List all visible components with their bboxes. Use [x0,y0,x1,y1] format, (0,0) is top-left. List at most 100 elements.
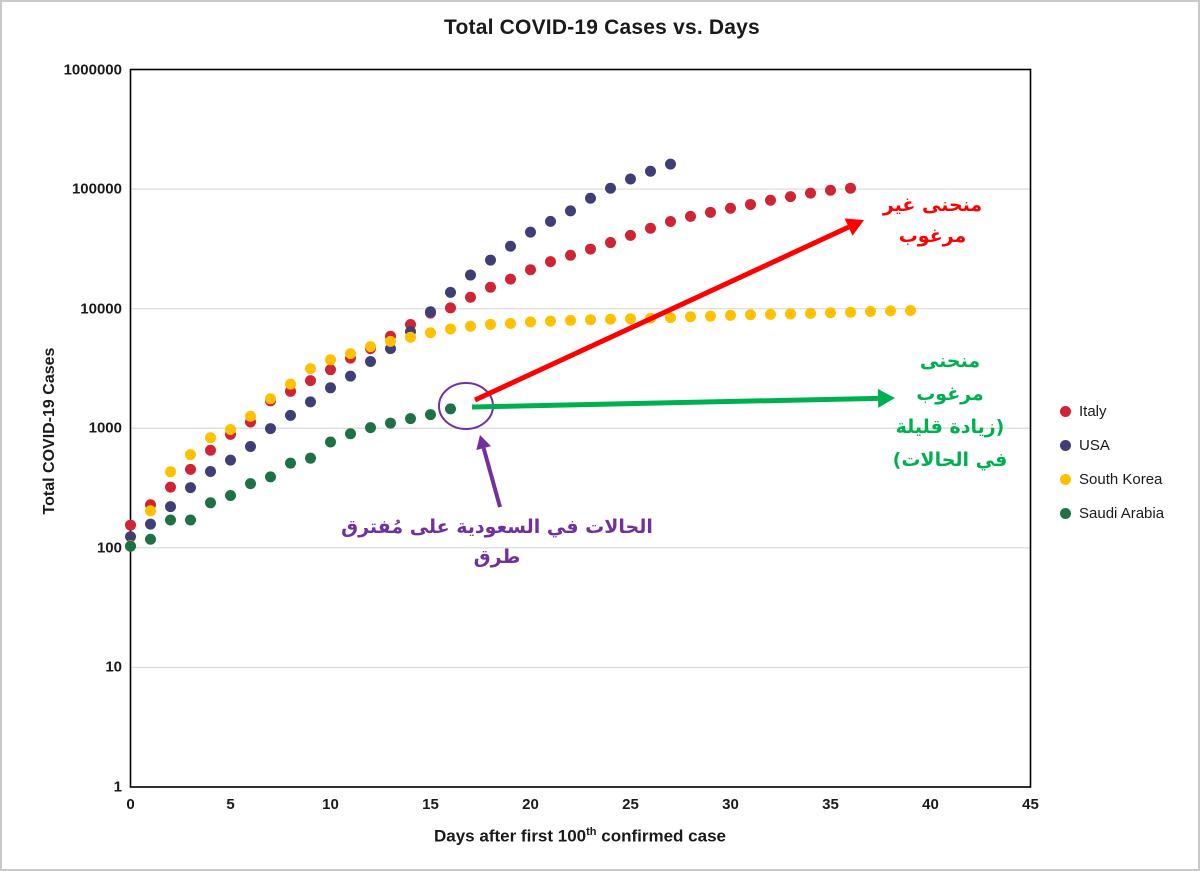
scatter-point-usa [325,382,336,394]
scatter-point-south-korea [745,309,756,321]
y-tick-label-1000: 1000 [88,419,122,437]
undesirable-arrow-line [473,224,850,403]
scatter-point-italy [185,463,196,475]
annotation-undesirable-line1: منحنى غير [882,194,983,216]
scatter-point-south-korea [845,306,856,318]
scatter-point-italy [525,264,536,276]
scatter-point-saudi-arabia [265,471,276,483]
scatter-point-usa [365,356,376,368]
scatter-point-saudi-arabia [445,403,456,415]
scatter-point-south-korea [865,305,876,317]
scatter-point-south-korea [325,354,336,366]
scatter-point-italy [845,182,856,194]
scatter-point-italy [745,198,756,210]
scatter-point-usa [565,205,576,217]
legend-dot-icon [1060,507,1071,519]
x-axis-title-sup: th [586,826,597,838]
scatter-point-usa [445,286,456,298]
scatter-point-usa [605,182,616,194]
scatter-point-south-korea [685,311,696,323]
scatter-point-usa [265,423,276,435]
scatter-point-south-korea [365,341,376,353]
scatter-point-south-korea [405,331,416,343]
scatter-point-south-korea [785,308,796,320]
scatter-point-south-korea [445,323,456,335]
scatter-point-south-korea [205,432,216,444]
scatter-point-south-korea [225,423,236,435]
scatter-point-saudi-arabia [245,478,256,490]
scatter-point-saudi-arabia [145,533,156,545]
scatter-point-south-korea [625,313,636,325]
scatter-point-usa [505,240,516,252]
scatter-point-usa [485,254,496,266]
scatter-point-south-korea [805,307,816,319]
x-tick-label-10: 10 [322,796,339,813]
scatter-point-italy [325,364,336,376]
x-tick-label-0: 0 [126,796,135,813]
scatter-point-south-korea [245,410,256,422]
scatter-point-usa [645,165,656,177]
scatter-point-italy [685,210,696,222]
legend-dot-icon [1060,473,1071,485]
legend-label: Saudi Arabia [1079,504,1165,522]
x-tick-label-5: 5 [226,796,235,813]
chart-title: Total COVID-19 Cases vs. Days [444,16,760,39]
scatter-point-saudi-arabia [165,514,176,526]
x-tick-label-20: 20 [522,796,539,813]
scatter-point-usa [305,396,316,408]
scatter-point-italy [805,187,816,199]
crossroads-arrow-line [481,447,502,508]
y-tick-label-1: 1 [113,778,122,796]
scatter-point-usa [625,173,636,185]
legend-item-usa: USA [1060,428,1198,462]
scatter-point-south-korea [825,307,836,319]
y-tick-label-1000000: 1000000 [63,61,122,78]
scatter-point-south-korea [145,505,156,517]
scatter-point-usa [465,269,476,281]
desirable-arrow-head [877,388,895,408]
scatter-point-usa [345,370,356,382]
x-axis-title-text: Days after first 100 [434,826,587,846]
scatter-point-south-korea [585,314,596,326]
scatter-point-saudi-arabia [185,514,196,526]
scatter-point-saudi-arabia [125,540,136,552]
scatter-point-saudi-arabia [385,417,396,429]
plot-border [129,68,1032,788]
x-tick-label-35: 35 [822,796,839,813]
scatter-point-south-korea [705,310,716,322]
scatter-point-south-korea [505,318,516,330]
crossroads-arrow-head [476,435,491,451]
scatter-point-usa [245,440,256,452]
legend: Italy USA South Korea Saudi Arabia [1060,394,1198,530]
legend-dot-icon [1060,439,1071,451]
legend-label: USA [1079,436,1110,454]
scatter-point-italy [765,194,776,206]
scatter-point-italy [785,191,796,203]
scatter-point-usa [585,192,596,204]
legend-item-saudi-arabia: Saudi Arabia [1060,496,1198,530]
scatter-point-south-korea [905,304,916,316]
x-tick-label-40: 40 [922,796,939,813]
scatter-point-saudi-arabia [405,413,416,425]
scatter-point-italy [545,256,556,268]
scatter-point-south-korea [285,378,296,390]
legend-label: Italy [1079,402,1107,420]
scatter-point-saudi-arabia [225,489,236,501]
scatter-point-south-korea [345,348,356,360]
scatter-point-south-korea [605,313,616,325]
scatter-point-south-korea [265,393,276,405]
legend-item-south-korea: South Korea [1060,462,1198,496]
scatter-point-italy [605,237,616,249]
x-tick-label-15: 15 [422,796,439,813]
scatter-point-usa [285,409,296,421]
scatter-point-usa [665,158,676,170]
annotation-desirable-line1: منحنى [919,350,981,372]
y-tick-label-10000: 10000 [80,300,122,318]
scatter-point-saudi-arabia [305,452,316,464]
annotation-undesirable-curve: منحنى غير مرغوب [855,190,1010,252]
scatter-point-usa [225,454,236,466]
scatter-point-italy [505,273,516,285]
scatter-point-south-korea [665,312,676,324]
